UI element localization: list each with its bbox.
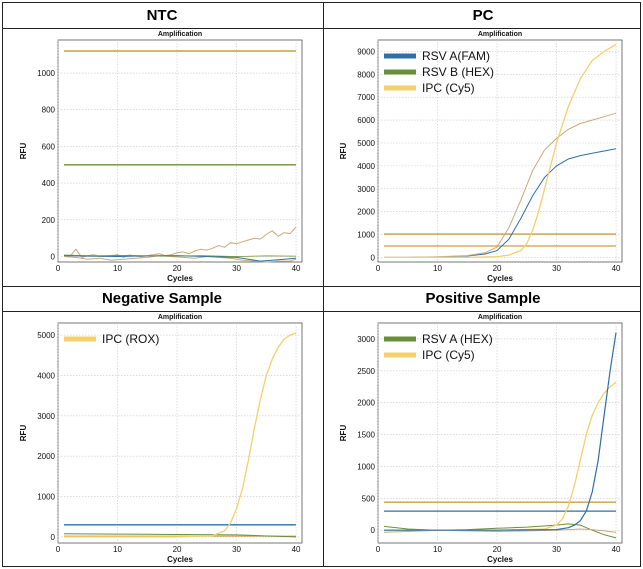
y-tick-label: 3000 <box>37 412 55 421</box>
grid-divider-lower <box>3 311 640 312</box>
y-tick-label: 2500 <box>357 367 375 376</box>
x-tick-label: 10 <box>113 264 122 273</box>
grid-divider-top <box>3 28 640 29</box>
legend-label: RSV B (HEX) <box>422 65 494 79</box>
x-axis-label: Cycles <box>487 274 513 283</box>
y-tick-label: 1000 <box>357 231 375 240</box>
legend-label: IPC (ROX) <box>102 332 159 346</box>
y-tick-label: 3000 <box>357 335 375 344</box>
plot-title: Amplification <box>158 314 202 321</box>
y-tick-label: 1000 <box>37 69 55 78</box>
series-line <box>63 255 297 262</box>
plot-title: Amplification <box>478 31 522 38</box>
x-tick-label: 30 <box>232 545 241 554</box>
y-tick-label: 800 <box>42 106 56 115</box>
x-tick-label: 10 <box>433 264 442 273</box>
x-tick-label: 0 <box>56 545 61 554</box>
panel-title-negative: Negative Sample <box>101 290 223 307</box>
x-tick-label: 10 <box>433 545 442 554</box>
y-tick-label: 5000 <box>357 139 375 148</box>
grid-divider-middle <box>3 286 640 287</box>
y-tick-label: 200 <box>42 216 56 225</box>
legend-label: RSV A (HEX) <box>422 332 493 346</box>
x-tick-label: 30 <box>552 545 561 554</box>
y-tick-label: 0 <box>51 252 56 261</box>
y-tick-label: 8000 <box>357 70 375 79</box>
x-tick-label: 0 <box>56 264 61 273</box>
series-line <box>63 254 297 257</box>
x-tick-label: 40 <box>612 545 621 554</box>
chart-negative: Amplification 0 10 20 30 40 0 1000 2000 3000 4000 5… <box>19 314 303 564</box>
panel-title-pc: PC <box>472 7 494 24</box>
x-tick-label: 30 <box>552 264 561 273</box>
x-tick-label: 20 <box>493 545 502 554</box>
y-tick-label: 2000 <box>37 452 55 461</box>
y-tick-label: 2000 <box>357 208 375 217</box>
y-tick-label: 0 <box>371 253 376 262</box>
x-axis-label: Cycles <box>167 274 193 283</box>
y-tick-label: 9000 <box>357 47 375 56</box>
x-tick-label: 0 <box>376 264 381 273</box>
y-tick-label: 5000 <box>37 331 55 340</box>
y-tick-label: 7000 <box>357 93 375 102</box>
x-axis-label: Cycles <box>487 555 513 564</box>
y-axis-label: RFU <box>19 425 28 442</box>
y-tick-label: 6000 <box>357 116 375 125</box>
legend-label: IPC (Cy5) <box>422 81 475 95</box>
y-axis-label: RFU <box>339 425 348 442</box>
x-tick-label: 40 <box>612 264 621 273</box>
series-line <box>384 332 617 531</box>
x-tick-label: 20 <box>173 264 182 273</box>
y-tick-label: 1000 <box>357 462 375 471</box>
grid-divider-vertical <box>323 3 324 566</box>
y-tick-label: 3000 <box>357 185 375 194</box>
plot-area <box>377 322 623 544</box>
series-line <box>384 112 617 258</box>
y-tick-label: 500 <box>362 494 376 503</box>
chart-positive: Amplification 0 10 20 30 40 0 500 1000 1500 2000 25… <box>339 314 623 564</box>
y-axis-label: RFU <box>339 143 348 160</box>
plot-area <box>57 322 303 544</box>
x-tick-label: 20 <box>493 264 502 273</box>
y-axis-label: RFU <box>19 143 28 160</box>
legend-label: IPC (Cy5) <box>422 348 475 362</box>
y-tick-label: 1000 <box>37 493 55 502</box>
y-tick-label: 400 <box>42 179 56 188</box>
y-tick-label: 4000 <box>37 371 55 380</box>
x-tick-label: 40 <box>292 545 301 554</box>
series-line <box>63 533 297 538</box>
plot-title: Amplification <box>478 314 522 321</box>
x-tick-label: 20 <box>173 545 182 554</box>
x-tick-label: 0 <box>376 545 381 554</box>
panel-title-ntc: NTC <box>146 7 178 24</box>
x-tick-label: 40 <box>292 264 301 273</box>
chart-pc: Amplification 0 10 20 30 40 0 1000 2000 3000 4000 5… <box>339 31 623 283</box>
x-axis-label: Cycles <box>167 555 193 564</box>
y-tick-label: 0 <box>371 526 376 535</box>
x-tick-label: 10 <box>113 545 122 554</box>
y-tick-label: 0 <box>51 533 56 542</box>
series-line <box>64 332 297 538</box>
series-line <box>63 255 297 263</box>
y-tick-label: 600 <box>42 142 56 151</box>
y-tick-label: 1500 <box>357 431 375 440</box>
plot-title: Amplification <box>158 31 202 38</box>
panel-title-positive: Positive Sample <box>425 290 541 307</box>
x-tick-label: 30 <box>232 264 241 273</box>
legend-label: RSV A(FAM) <box>422 49 490 63</box>
series-line <box>384 44 617 259</box>
y-tick-label: 4000 <box>357 162 375 171</box>
y-tick-label: 2000 <box>357 399 375 408</box>
